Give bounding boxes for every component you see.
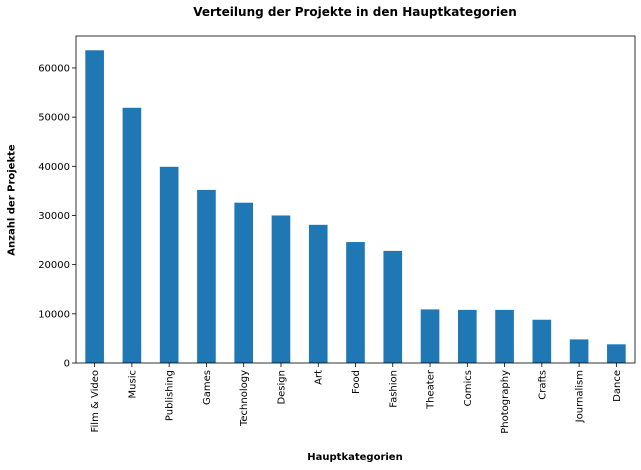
bar-5	[271, 215, 291, 363]
y-tick-label-1: 10000	[38, 309, 70, 320]
bar-3	[197, 189, 216, 363]
bar-4	[234, 202, 254, 363]
x-tick-label-10: Comics	[463, 370, 474, 406]
bar-6	[308, 224, 328, 363]
x-axis-label: Hauptkategorien	[307, 452, 403, 463]
bar-8	[383, 250, 403, 363]
x-tick-label-11: Photography	[500, 370, 511, 434]
y-tick-label-5: 50000	[38, 113, 70, 124]
bar-11	[495, 309, 514, 363]
x-tick-label-0: Film & Video	[90, 370, 101, 433]
bar-14	[607, 344, 626, 363]
x-tick-label-7: Food	[351, 370, 362, 394]
bar-7	[346, 242, 365, 363]
x-tick-label-2: Publishing	[165, 370, 176, 421]
bar-9	[420, 309, 440, 363]
x-tick-label-5: Design	[276, 370, 287, 405]
x-tick-label-4: Technology	[239, 370, 250, 427]
x-tick-label-6: Art	[314, 370, 325, 385]
x-tick-label-9: Theater	[426, 369, 437, 410]
bar-0	[85, 50, 104, 363]
bar-12	[532, 319, 552, 363]
y-tick-label-3: 30000	[38, 211, 70, 222]
bar-13	[569, 339, 589, 363]
y-tick-label-0: 0	[64, 359, 70, 370]
x-tick-label-12: Crafts	[537, 370, 548, 400]
x-tick-label-3: Games	[202, 370, 213, 405]
bar-10	[457, 309, 477, 363]
y-tick-label-4: 40000	[38, 162, 70, 173]
x-tick-label-1: Music	[127, 370, 138, 398]
bar-1	[122, 107, 142, 363]
x-tick-label-14: Dance	[612, 370, 623, 402]
bar-2	[159, 166, 179, 363]
x-tick-label-8: Fashion	[388, 370, 399, 408]
chart-title: Verteilung der Projekte in den Hauptkate…	[193, 5, 517, 19]
y-tick-label-6: 60000	[38, 63, 70, 74]
y-tick-label-2: 20000	[38, 260, 70, 271]
x-tick-label-13: Journalism	[575, 370, 586, 423]
